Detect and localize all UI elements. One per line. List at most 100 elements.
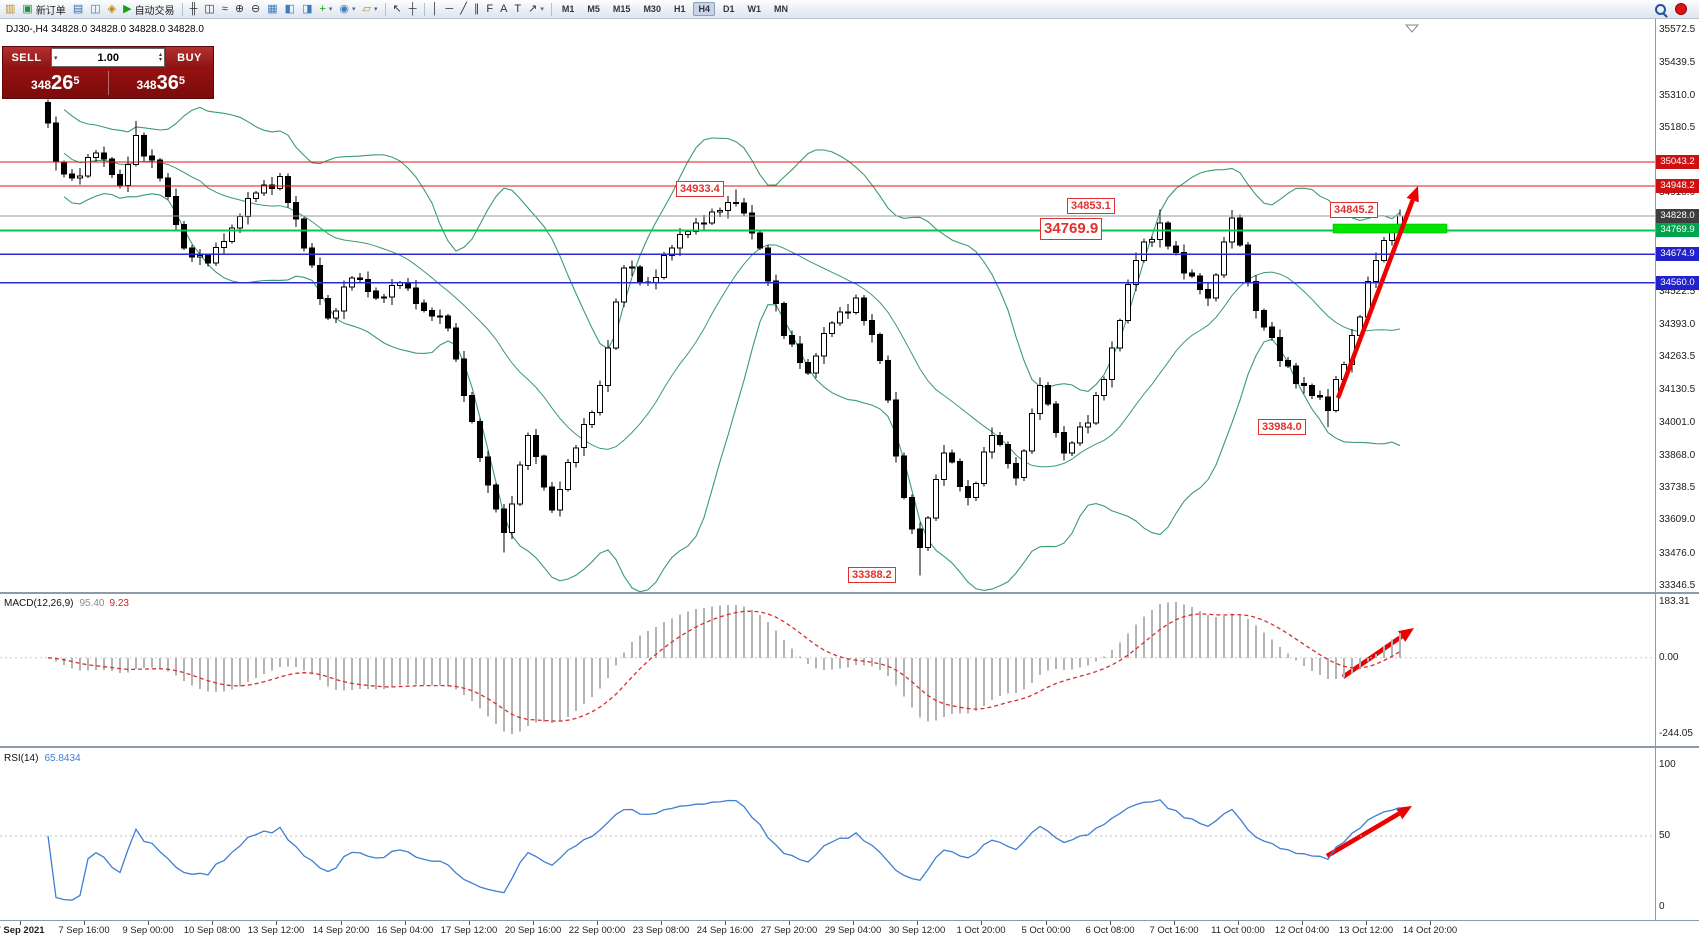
trend-arrow[interactable] <box>1325 811 1401 858</box>
price-annotation-label[interactable]: 34933.4 <box>676 181 724 198</box>
dropdown-caret-icon[interactable]: ▾ <box>374 6 378 13</box>
candle <box>1165 221 1171 250</box>
navigator-icon[interactable]: ◈ <box>105 1 119 18</box>
toolbar-separator <box>423 2 425 16</box>
price-annotation-label[interactable]: 33388.2 <box>848 567 896 584</box>
navigator-icon: ◈ <box>107 2 117 15</box>
candle <box>925 516 931 552</box>
crosshair-icon[interactable]: ┼ <box>406 1 420 18</box>
cursor-icon[interactable]: ↖ <box>390 1 405 18</box>
candle <box>813 353 819 378</box>
timeframe-button-h4[interactable]: H4 <box>693 2 715 16</box>
dropdown-caret-icon[interactable]: ▾ <box>540 6 544 13</box>
rsi-panel-canvas[interactable] <box>0 749 1655 920</box>
chart-shift-marker[interactable] <box>1404 24 1420 33</box>
timeframe-button-h1[interactable]: H1 <box>673 4 686 14</box>
candle <box>173 188 179 232</box>
panel-splitter[interactable] <box>0 746 1699 748</box>
horizontal-line-icon[interactable]: ─ <box>442 1 456 18</box>
candle <box>405 277 411 292</box>
candle <box>589 410 595 428</box>
timeframe-button-m5[interactable]: M5 <box>587 4 600 14</box>
candle <box>341 280 347 319</box>
price-annotation-label[interactable]: 34845.2 <box>1330 202 1378 219</box>
volume-spin-buttons[interactable]: ▴ ▾ <box>157 51 164 63</box>
notification-badge-icon[interactable] <box>1675 3 1687 15</box>
volume-input[interactable] <box>59 50 157 65</box>
toolbar-separator <box>384 2 386 16</box>
candle <box>1293 363 1299 389</box>
vertical-line-icon[interactable]: │ <box>429 1 442 18</box>
candle <box>1013 457 1019 486</box>
search-icon[interactable] <box>1655 3 1666 15</box>
volume-up-icon[interactable]: ▴ <box>158 51 162 58</box>
ohlc-bars-icon[interactable]: ╫ <box>187 1 201 18</box>
objects-list-icon: ◨ <box>302 2 313 15</box>
candle <box>613 298 619 351</box>
sell-button[interactable]: SELL <box>3 47 50 68</box>
new-order-button[interactable]: ▣ 新订单 <box>19 1 68 18</box>
price-tick: 33738.5 <box>1659 482 1696 493</box>
charts-icon[interactable]: ▥ <box>2 1 18 18</box>
fibonacci-icon[interactable]: F <box>483 1 496 18</box>
time-tick <box>661 921 662 925</box>
timeframe-button-m30[interactable]: M30 <box>643 4 661 14</box>
line-chart-icon[interactable]: ≈ <box>219 1 231 18</box>
arrow-objects-icon[interactable]: ↗ ▾ <box>525 1 547 18</box>
trend-arrow-head[interactable] <box>1406 186 1419 203</box>
price-badge: 34674.9 <box>1656 247 1699 261</box>
panel-splitter[interactable] <box>0 592 1699 594</box>
market-watch-icon[interactable]: ▤ <box>70 1 86 18</box>
volume-stepper[interactable]: ▾ ▴▾ <box>51 48 165 67</box>
candle <box>45 99 51 128</box>
price-tick: 33476.0 <box>1659 548 1696 559</box>
zoom-out-icon[interactable]: ⊖ <box>248 1 263 18</box>
templates-icon[interactable]: ▱ ▾ <box>360 1 381 18</box>
buy-button[interactable]: BUY <box>166 47 213 68</box>
objects-list-icon[interactable]: ◨ <box>299 1 315 18</box>
time-tick <box>1046 921 1047 925</box>
periods-icon[interactable]: ◉ ▾ <box>336 1 358 18</box>
dropdown-caret-icon[interactable]: ▾ <box>352 6 356 13</box>
zoom-in-icon[interactable]: ⊕ <box>232 1 247 18</box>
timeframe-button-m1[interactable]: M1 <box>561 4 575 14</box>
candle <box>669 244 675 261</box>
candle <box>397 280 403 289</box>
trend-arrow-head[interactable] <box>1395 806 1412 820</box>
trendline-icon[interactable]: ╱ <box>457 1 470 18</box>
price-badge: 34769.9 <box>1656 223 1699 237</box>
price-annotation-label[interactable]: 33984.0 <box>1258 419 1306 436</box>
timeframe-button-mn[interactable]: MN <box>774 4 788 14</box>
timeframe-button-m15[interactable]: M15 <box>612 4 631 14</box>
rsi-line <box>47 799 1401 901</box>
text-label-icon[interactable]: T <box>511 1 524 18</box>
tile-windows-icon[interactable]: ▦ <box>264 1 280 18</box>
candlestick-mode-icon[interactable]: ◫ <box>201 1 217 18</box>
timeframe-button-w1[interactable]: W1 <box>747 4 762 14</box>
candle <box>701 214 707 230</box>
channel-icon[interactable]: ∥ <box>471 1 483 18</box>
rsi-scale-label: 100 <box>1659 759 1676 770</box>
time-tick <box>20 921 21 925</box>
volume-down-icon[interactable]: ▾ <box>158 56 162 63</box>
time-tick <box>1174 921 1175 925</box>
main-chart-canvas[interactable] <box>0 19 1655 592</box>
price-tick: 35310.0 <box>1659 90 1696 101</box>
trend-arrow-head[interactable] <box>1397 628 1414 642</box>
add-indicator-icon[interactable]: + ▾ <box>316 1 335 18</box>
volume-dropdown-caret-icon[interactable]: ▾ <box>54 54 58 62</box>
dropdown-caret-icon[interactable]: ▾ <box>328 6 333 13</box>
trend-arrow[interactable] <box>1335 199 1415 399</box>
candle <box>1117 318 1123 352</box>
price-annotation-label[interactable]: 34769.9 <box>1040 218 1103 240</box>
timeframe-button-d1[interactable]: D1 <box>722 4 735 14</box>
green-highlight-zone[interactable] <box>1332 223 1448 234</box>
macd-panel-canvas[interactable] <box>0 594 1655 746</box>
candle <box>797 335 803 369</box>
autotrading-button[interactable]: ▶ 自动交易 <box>120 1 177 18</box>
indicators-icon[interactable]: ◧ <box>282 1 298 18</box>
price-badge: 34948.2 <box>1656 179 1699 193</box>
data-window-icon[interactable]: ◫ <box>87 1 103 18</box>
price-annotation-label[interactable]: 34853.1 <box>1067 198 1115 215</box>
text-icon[interactable]: A <box>497 1 510 18</box>
